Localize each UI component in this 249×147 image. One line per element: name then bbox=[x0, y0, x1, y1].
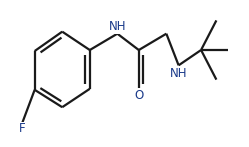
Text: NH: NH bbox=[109, 20, 126, 33]
Text: NH: NH bbox=[109, 20, 126, 33]
Text: F: F bbox=[19, 122, 26, 136]
Text: NH: NH bbox=[170, 67, 187, 80]
Text: NH: NH bbox=[170, 67, 187, 80]
Text: F: F bbox=[19, 122, 26, 136]
Text: O: O bbox=[134, 89, 143, 102]
Text: O: O bbox=[134, 89, 143, 102]
